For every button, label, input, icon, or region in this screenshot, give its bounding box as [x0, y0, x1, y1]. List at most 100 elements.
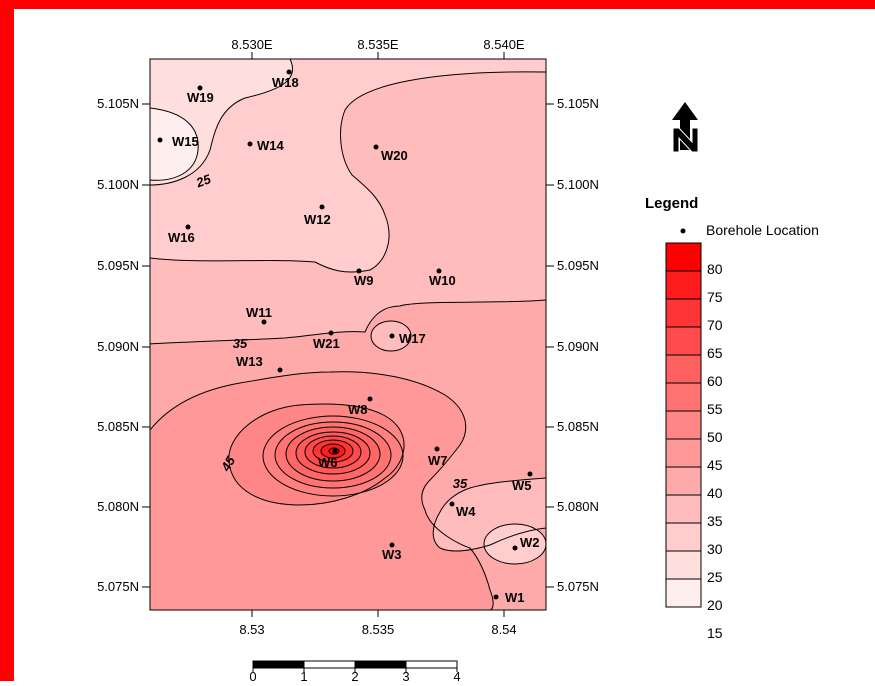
scale-tick-label: 4: [453, 669, 460, 681]
legend-scale-label: 25: [707, 569, 723, 585]
bottom-tick-label: 8.53: [239, 622, 264, 637]
scale-tick-label: 1: [300, 669, 307, 681]
well-label: W17: [399, 331, 426, 346]
legend-color-swatch: [665, 298, 702, 328]
well-label: W8: [348, 402, 368, 417]
legend-color-swatch: [665, 550, 702, 580]
right-tick-label: 5.100N: [557, 177, 599, 192]
well-w4[interactable]: W4: [449, 501, 477, 520]
left-tick-label: 5.090N: [97, 339, 139, 354]
scale-tick-label: 3: [402, 669, 409, 681]
right-tick-label: 5.080N: [557, 499, 599, 514]
right-tick-label: 5.095N: [557, 258, 599, 273]
top-tick-label: 8.540E: [483, 37, 525, 52]
well-label: W14: [257, 138, 285, 153]
well-label: W2: [520, 535, 540, 550]
north-arrow-icon: [672, 102, 699, 153]
well-w1[interactable]: W1: [493, 590, 525, 605]
legend-scale-label: 70: [707, 317, 723, 333]
scale-tick-label: 0: [249, 669, 256, 681]
well-w21[interactable]: W21: [313, 330, 340, 352]
well-w8[interactable]: W8: [348, 396, 373, 418]
well-w6[interactable]: W6: [318, 448, 338, 471]
borehole-marker-icon: [680, 228, 686, 234]
left-tick-label: 5.095N: [97, 258, 139, 273]
legend-color-swatch: [665, 326, 702, 356]
legend-scale-label: 20: [707, 597, 723, 613]
well-w9[interactable]: W9: [354, 268, 374, 289]
legend-color-swatch: [665, 466, 702, 496]
well-w15[interactable]: W15: [157, 134, 199, 149]
contour-label: 35: [233, 336, 248, 351]
well-label: W11: [246, 305, 272, 320]
scale-bar: 0 1 2 3 4: [249, 660, 461, 684]
legend-color-swatch: [665, 410, 702, 440]
right-tick-label: 5.105N: [557, 96, 599, 111]
well-w5[interactable]: W5: [512, 471, 533, 494]
legend-color-swatch: [665, 382, 702, 412]
legend-color-swatch: [665, 354, 702, 384]
well-w12[interactable]: W12: [304, 204, 331, 228]
well-label: W9: [354, 273, 374, 288]
legend-scale-label: 35: [707, 513, 723, 529]
well-w20[interactable]: W20: [373, 144, 408, 164]
legend-scale-label: 30: [707, 541, 723, 557]
contour-label: 45: [217, 453, 238, 475]
well-w2[interactable]: W2: [512, 535, 540, 551]
top-tick-label: 8.535E: [357, 37, 399, 52]
right-tick-label: 5.075N: [557, 579, 599, 594]
well-label: W20: [381, 148, 408, 163]
legend-scale-label: 45: [707, 457, 723, 473]
legend-color-swatch: [665, 578, 702, 608]
top-tick-label: 8.530E: [231, 37, 273, 52]
right-tick-label: 5.090N: [557, 339, 599, 354]
well-w17[interactable]: W17: [389, 331, 426, 346]
legend-color-swatch: [665, 242, 702, 272]
well-label: W4: [456, 504, 476, 519]
legend-scale-label: 65: [707, 345, 723, 361]
well-w14[interactable]: W14: [247, 138, 285, 153]
legend-scale-label: 40: [707, 485, 723, 501]
well-w13[interactable]: W13: [236, 354, 283, 373]
well-w19[interactable]: W19: [187, 85, 214, 106]
legend-color-swatch: [665, 438, 702, 468]
legend-scale-label: 50: [707, 429, 723, 445]
well-label: W6: [318, 455, 338, 470]
well-w10[interactable]: W10: [429, 268, 456, 289]
scale-tick-label: 2: [351, 669, 358, 681]
well-label: W12: [304, 212, 331, 227]
well-w11[interactable]: W11: [246, 305, 272, 325]
well-label: W3: [382, 547, 402, 562]
well-label: W15: [172, 134, 199, 149]
left-tick-label: 5.105N: [97, 96, 139, 111]
well-w16[interactable]: W16: [168, 224, 195, 246]
contour-label: 25: [193, 171, 213, 191]
borehole-wells: W1 W2 W3 W4 W5 W6 W7 W8 W9 W10 W11 W12 W…: [157, 69, 540, 605]
well-label: W21: [313, 336, 340, 351]
legend-borehole-label: Borehole Location: [706, 222, 819, 238]
legend-scale-label: 75: [707, 289, 723, 305]
legend-color-swatch: [665, 494, 702, 524]
well-label: W7: [428, 453, 448, 468]
well-label: W5: [512, 478, 532, 493]
well-label: W13: [236, 354, 263, 369]
well-w3[interactable]: W3: [382, 542, 402, 563]
left-tick-label: 5.080N: [97, 499, 139, 514]
contour-map: 8.530E 8.535E 8.540E 8.53 8.535 8.54 5.1…: [97, 37, 599, 637]
well-label: W1: [505, 590, 525, 605]
legend-scale-label: 55: [707, 401, 723, 417]
legend-scale-label: 15: [707, 625, 723, 641]
well-label: W16: [168, 230, 195, 245]
legend-scale-label: 60: [707, 373, 723, 389]
well-w18[interactable]: W18: [272, 69, 299, 91]
left-tick-label: 5.100N: [97, 177, 139, 192]
contour-label: 35: [453, 476, 468, 491]
well-w7[interactable]: W7: [428, 446, 448, 469]
legend-title: Legend: [645, 195, 698, 212]
well-label: W10: [429, 273, 456, 288]
left-tick-label: 5.085N: [97, 419, 139, 434]
well-label: W18: [272, 75, 299, 90]
legend-scale-label: 80: [707, 261, 723, 277]
